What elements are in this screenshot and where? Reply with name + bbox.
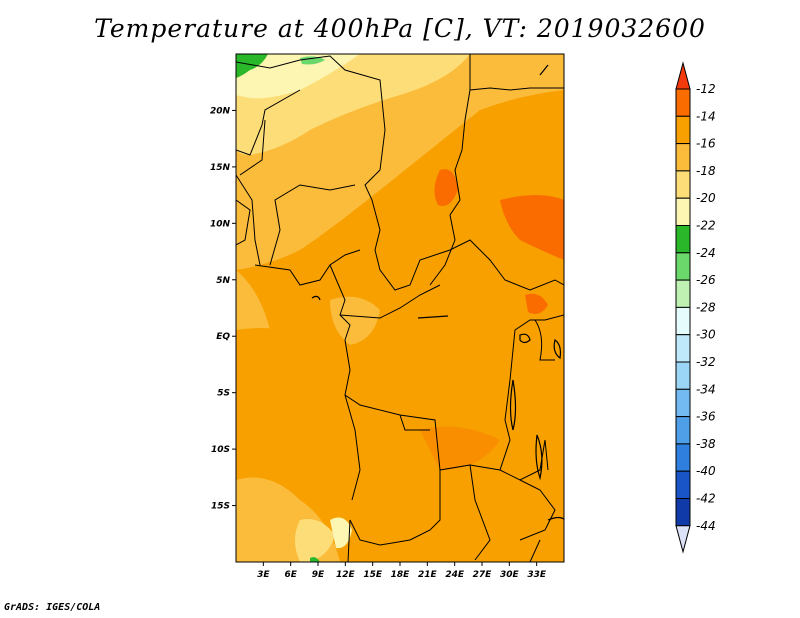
- colorbar-box: [675, 470, 691, 500]
- colorbar-box: [675, 334, 691, 363]
- colorbar-box: [675, 279, 691, 308]
- colorbar-label: -12: [696, 82, 716, 96]
- colorbar-box: [675, 361, 691, 390]
- lat-tick-label: 5N: [216, 276, 230, 286]
- lon-tick-label: 6E: [284, 570, 297, 580]
- lon-tick-label: 18E: [391, 570, 411, 580]
- lon-tick-label: 21E: [418, 570, 438, 580]
- colorbar-label: -22: [696, 219, 716, 233]
- lon-tick-label: 15E: [363, 570, 383, 580]
- lat-tick-label: 15N: [210, 163, 231, 173]
- lon-tick-label: 24E: [445, 570, 465, 580]
- country-borders: [236, 54, 564, 562]
- colorbar-label: -36: [696, 410, 716, 424]
- colorbar-top-arrow: [675, 61, 691, 90]
- latitude-axis: 20N 15N 10N 5N EQ 5S 10S 15S: [210, 106, 236, 512]
- lon-tick-label: 9E: [312, 570, 325, 580]
- colorbar-box: [675, 88, 691, 117]
- colorbar-label: -16: [696, 137, 716, 151]
- colorbar-label: -14: [696, 109, 716, 123]
- lat-tick-label: 15S: [211, 502, 230, 512]
- colorbar-box: [675, 306, 691, 336]
- colorbar-box: [675, 498, 691, 527]
- lon-tick-label: 30E: [500, 570, 520, 580]
- lat-tick-label: 10N: [210, 219, 231, 229]
- colorbar-label: -44: [696, 519, 716, 533]
- lon-tick-label: 3E: [257, 570, 270, 580]
- colorbar-label: -28: [696, 300, 716, 314]
- colorbar-box: [675, 143, 691, 172]
- colorbar-bottom-arrow: [675, 525, 691, 554]
- colorbar-label: -30: [696, 328, 716, 342]
- colorbar-label: -32: [696, 355, 716, 369]
- lat-tick-label: EQ: [216, 332, 230, 342]
- lon-tick-label: 33E: [527, 570, 547, 580]
- colorbar-label: -42: [696, 492, 716, 506]
- lon-tick-label: 27E: [473, 570, 493, 580]
- colorbar-box: [675, 115, 691, 145]
- map-title: Temperature at 400hPa [C], VT: 201903260…: [94, 14, 706, 43]
- lat-tick-label: 10S: [211, 445, 230, 455]
- colorbar-box: [675, 170, 691, 199]
- colorbar-box: [675, 197, 691, 226]
- colorbar-box: [675, 225, 691, 254]
- colorbar-label: -40: [696, 464, 716, 478]
- lakes: [311, 64, 564, 521]
- colorbar: -12 -14 -16 -18 -20 -22 -24 -26 -28 -30 -32 -34 -36 -…: [675, 61, 716, 554]
- colorbar-box: [675, 388, 691, 418]
- colorbar-label: -24: [696, 246, 716, 260]
- colorbar-box: [675, 416, 691, 445]
- lat-tick-label: 20N: [210, 106, 231, 116]
- colorbar-label: -34: [696, 382, 716, 396]
- colorbar-label: -38: [696, 437, 716, 451]
- longitude-axis: 3E 6E 9E 12E 15E 18E 21E 24E 27E 30E 33E: [257, 562, 547, 580]
- colorbar-label: -26: [696, 273, 716, 287]
- colorbar-label: -18: [696, 164, 716, 178]
- colorbar-box: [675, 252, 691, 281]
- lat-tick-label: 5S: [217, 389, 230, 399]
- colorbar-box: [675, 443, 691, 472]
- lon-tick-label: 12E: [336, 570, 356, 580]
- grads-credit: GrADS: IGES/COLA: [4, 602, 101, 613]
- colorbar-label: -20: [696, 191, 716, 205]
